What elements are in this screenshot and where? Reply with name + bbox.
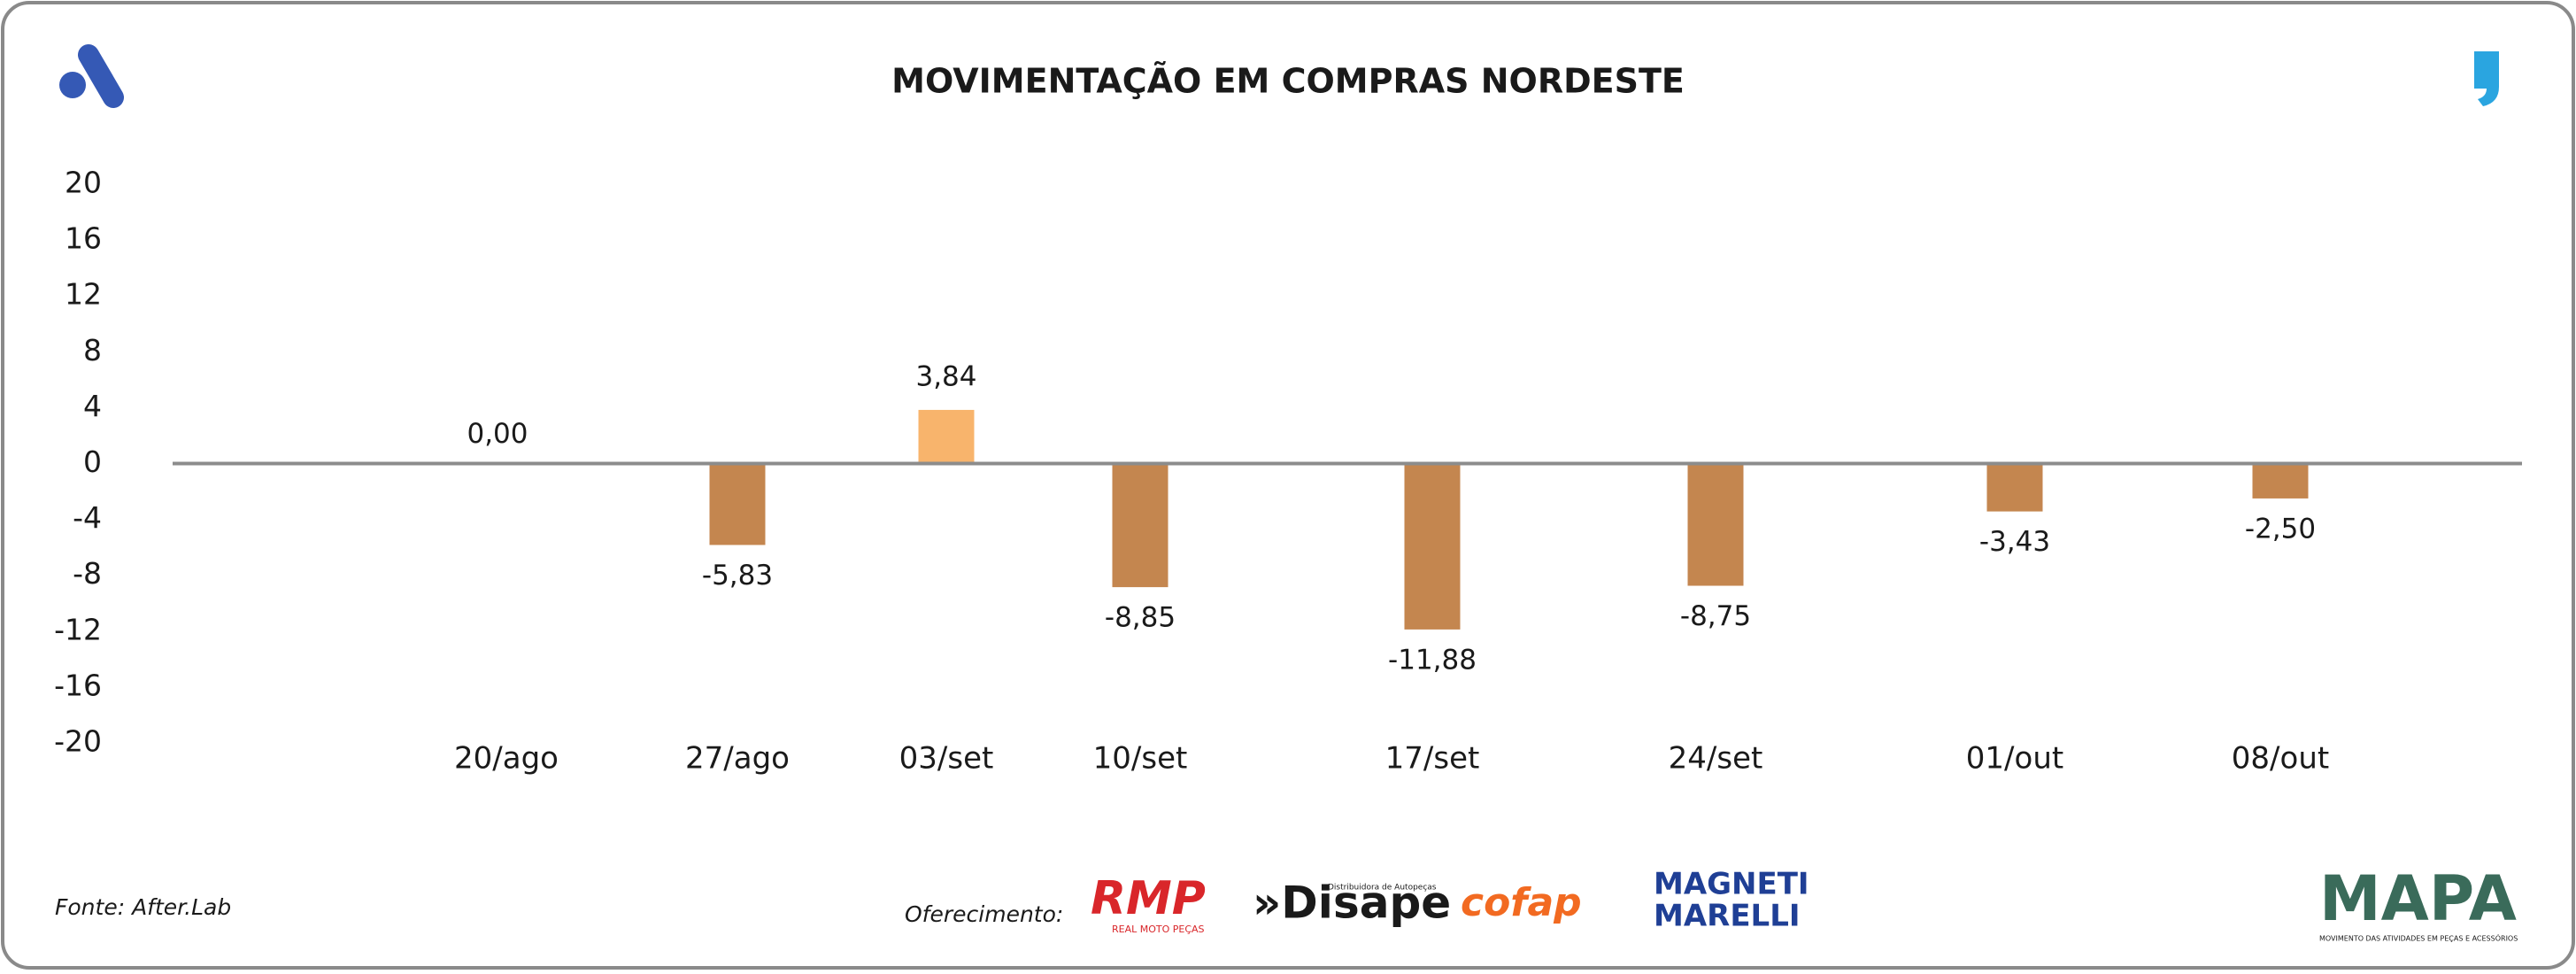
x-tick-label: 27/ago (685, 741, 790, 777)
logo-left (59, 44, 124, 108)
y-tick-label: -8 (73, 556, 102, 591)
y-tick-label: -12 (54, 612, 102, 646)
value-label: -3,43 (1979, 526, 2050, 558)
sponsor-logo: MAGNETI (1654, 867, 1809, 902)
logo-right (2474, 51, 2499, 106)
bar (709, 463, 766, 545)
value-label: -2,50 (2245, 513, 2316, 545)
brand-tagline: MOVIMENTO DAS ATIVIDADES EM PEÇAS E ACES… (2319, 933, 2518, 943)
value-label: -11,88 (1388, 644, 1477, 676)
y-tick-label: 0 (83, 444, 102, 479)
bar (1687, 463, 1744, 586)
x-tick-label: 08/out (2232, 741, 2329, 777)
y-tick-label: 12 (65, 277, 102, 312)
y-tick-label: -4 (73, 500, 102, 535)
value-label: -5,83 (702, 560, 773, 591)
sponsor-logo: »Disape (1253, 877, 1451, 929)
bar (1112, 463, 1168, 588)
y-tick-label: -20 (54, 724, 102, 759)
bar (2252, 463, 2309, 499)
value-label: -8,75 (1680, 600, 1751, 632)
value-label: 3,84 (915, 360, 976, 392)
value-label: 0,00 (467, 418, 528, 450)
brand-logo: MAPA (2319, 862, 2517, 935)
value-label: -8,85 (1105, 602, 1176, 634)
sponsor-logo: Distribuidora de Autopeças (1328, 884, 1437, 893)
chart-title: MOVIMENTAÇÃO EM COMPRAS NORDESTE (891, 62, 1685, 101)
x-tick-label: 03/set (899, 741, 994, 777)
y-tick-label: 16 (65, 221, 102, 256)
source: Fonte: After.Lab (55, 894, 231, 920)
x-tick-label: 17/set (1385, 741, 1480, 777)
sponsor-logo: RMP (1091, 872, 1206, 925)
sponsor-label: Oferecimento: (905, 901, 1063, 927)
sponsor-logo: MARELLI (1654, 899, 1801, 934)
bar (1986, 463, 2043, 512)
x-tick-label: 20/ago (454, 741, 559, 777)
y-tick-label: -16 (54, 668, 102, 702)
x-tick-label: 10/set (1093, 741, 1188, 777)
y-tick-label: 8 (83, 333, 102, 367)
sponsor-logo: REAL MOTO PEÇAS (1112, 924, 1205, 935)
bar (918, 409, 975, 464)
x-tick-label: 24/set (1669, 741, 1763, 777)
bar (1404, 463, 1461, 630)
sponsor-logo: cofap (1461, 880, 1582, 925)
y-tick-label: 4 (83, 389, 102, 423)
y-tick-label: 20 (65, 166, 102, 200)
x-tick-label: 01/out (1966, 741, 2063, 777)
